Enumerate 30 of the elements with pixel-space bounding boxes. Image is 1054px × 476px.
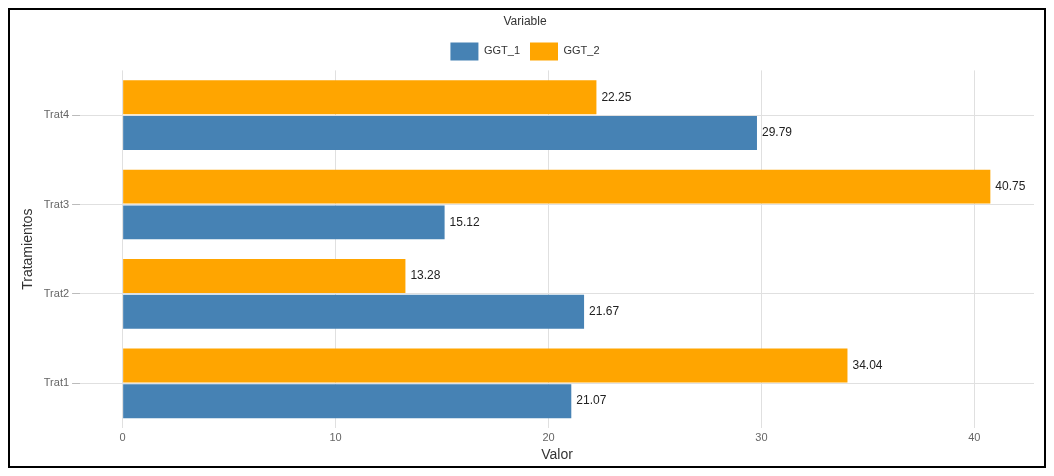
y-axis-title: Tratamientos <box>19 208 36 290</box>
x-tick-label: 10 <box>329 430 342 443</box>
data-label: 34.04 <box>852 357 883 372</box>
data-label: 15.12 <box>449 214 480 229</box>
y-tick-label: Trat2 <box>43 286 70 299</box>
bar <box>123 384 572 419</box>
bar <box>123 348 848 383</box>
bar <box>123 115 757 150</box>
data-label: 21.07 <box>576 393 607 408</box>
bar <box>123 259 406 294</box>
x-tick-label: 30 <box>755 430 768 443</box>
x-tick-label: 20 <box>542 430 555 443</box>
bar <box>123 294 585 329</box>
bar <box>123 205 445 240</box>
y-tick-label: Trat1 <box>43 376 70 389</box>
x-tick-label: 0 <box>119 430 126 443</box>
data-label: 13.28 <box>410 268 441 283</box>
y-tick-label: Trat3 <box>43 197 70 210</box>
legend-label: GGT_1 <box>483 44 521 57</box>
data-label: 40.75 <box>995 178 1026 193</box>
data-label: 21.67 <box>589 304 620 319</box>
y-tick-label: Trat4 <box>43 108 70 121</box>
bar <box>123 80 597 115</box>
x-axis-title: Valor <box>541 446 574 463</box>
x-tick-label: 40 <box>968 430 981 443</box>
data-label: 22.25 <box>601 89 632 104</box>
legend-title: Variable <box>503 14 547 29</box>
legend-label: GGT_2 <box>563 44 600 57</box>
data-label: 29.79 <box>761 125 793 140</box>
bar <box>123 169 991 204</box>
